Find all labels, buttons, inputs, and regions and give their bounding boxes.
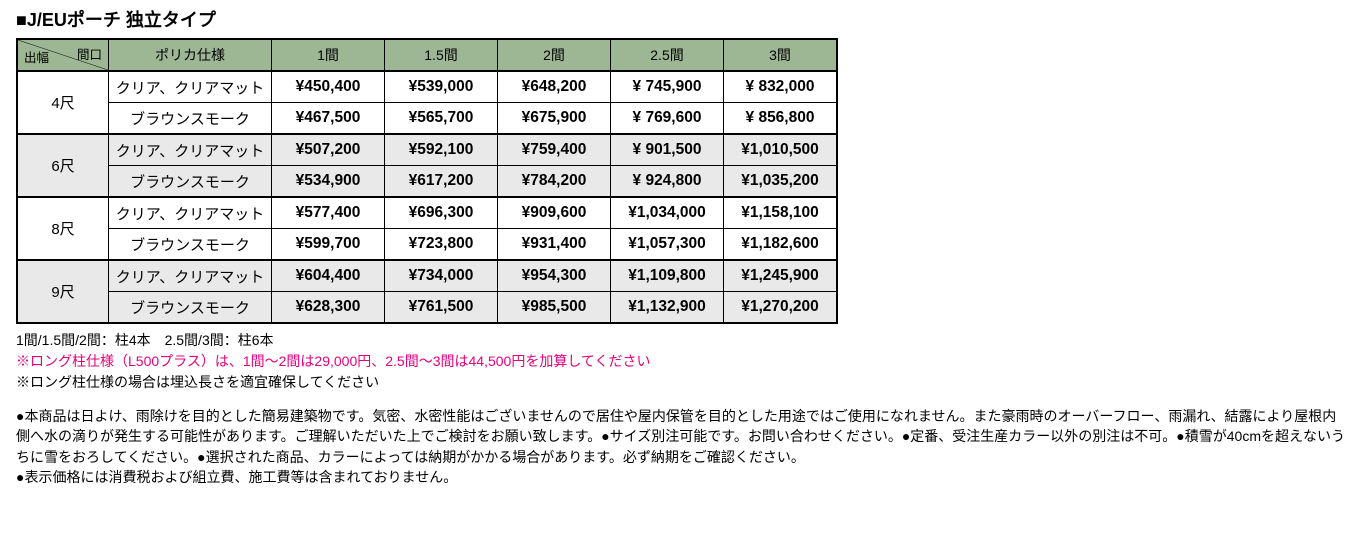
corner-cell: 間口 出幅 — [17, 39, 109, 71]
note-line: ※ロング柱仕様の場合は埋込長さを適宜確保してください — [16, 372, 1350, 392]
price-cell: ¥ 856,800 — [724, 103, 838, 135]
price-cell: ¥723,800 — [385, 229, 498, 261]
spec-label: ブラウンスモーク — [109, 166, 272, 198]
spec-label: クリア、クリアマット — [109, 260, 272, 292]
price-cell: ¥592,100 — [385, 134, 498, 166]
width-col: 2.5間 — [611, 39, 724, 71]
price-cell: ¥954,300 — [498, 260, 611, 292]
width-col: 3間 — [724, 39, 838, 71]
width-col: 2間 — [498, 39, 611, 71]
price-cell: ¥599,700 — [272, 229, 385, 261]
price-cell: ¥696,300 — [385, 197, 498, 229]
body-line: ●表示価格には消費税および組立費、施工費等は含まれておりません。 — [16, 467, 1350, 487]
spec-label: ブラウンスモーク — [109, 229, 272, 261]
price-cell: ¥534,900 — [272, 166, 385, 198]
body-line: ●本商品は日よけ、雨除けを目的とした簡易建築物です。気密、水密性能はございません… — [16, 406, 1350, 467]
price-cell: ¥604,400 — [272, 260, 385, 292]
price-cell: ¥1,245,900 — [724, 260, 838, 292]
price-cell: ¥1,010,500 — [724, 134, 838, 166]
page-title: ■J/EUポーチ 独立タイプ — [16, 6, 1350, 32]
price-cell: ¥985,500 — [498, 292, 611, 324]
price-cell: ¥759,400 — [498, 134, 611, 166]
price-cell: ¥734,000 — [385, 260, 498, 292]
price-cell: ¥1,109,800 — [611, 260, 724, 292]
price-cell: ¥1,132,900 — [611, 292, 724, 324]
price-cell: ¥467,500 — [272, 103, 385, 135]
price-cell: ¥539,000 — [385, 71, 498, 103]
spec-label: クリア、クリアマット — [109, 197, 272, 229]
depth-label: 6尺 — [17, 134, 109, 197]
price-cell: ¥909,600 — [498, 197, 611, 229]
price-cell: ¥931,400 — [498, 229, 611, 261]
depth-label: 4尺 — [17, 71, 109, 134]
price-cell: ¥1,035,200 — [724, 166, 838, 198]
price-cell: ¥1,270,200 — [724, 292, 838, 324]
price-cell: ¥ 901,500 — [611, 134, 724, 166]
price-cell: ¥ 769,600 — [611, 103, 724, 135]
depth-label: 9尺 — [17, 260, 109, 323]
body-text: ●本商品は日よけ、雨除けを目的とした簡易建築物です。気密、水密性能はございません… — [16, 406, 1350, 487]
price-table: 間口 出幅 ポリカ仕様 1間 1.5間 2間 2.5間 3間 4尺クリア、クリア… — [16, 38, 838, 324]
price-cell: ¥675,900 — [498, 103, 611, 135]
price-cell: ¥ 924,800 — [611, 166, 724, 198]
price-cell: ¥617,200 — [385, 166, 498, 198]
price-cell: ¥1,158,100 — [724, 197, 838, 229]
price-cell: ¥507,200 — [272, 134, 385, 166]
spec-label: ブラウンスモーク — [109, 103, 272, 135]
width-col: 1.5間 — [385, 39, 498, 71]
corner-bottom-label: 出幅 — [24, 47, 49, 66]
price-cell: ¥1,034,000 — [611, 197, 724, 229]
spec-label: クリア、クリアマット — [109, 134, 272, 166]
price-cell: ¥450,400 — [272, 71, 385, 103]
price-cell: ¥565,700 — [385, 103, 498, 135]
spec-label: ブラウンスモーク — [109, 292, 272, 324]
spec-label: クリア、クリアマット — [109, 71, 272, 103]
price-cell: ¥784,200 — [498, 166, 611, 198]
price-cell: ¥761,500 — [385, 292, 498, 324]
corner-top-label: 間口 — [77, 44, 102, 63]
price-cell: ¥628,300 — [272, 292, 385, 324]
note-line: ※ロング柱仕様（L500プラス）は、1間～2間は29,000円、2.5間～3間は… — [16, 351, 1350, 371]
width-col: 1間 — [272, 39, 385, 71]
price-cell: ¥1,182,600 — [724, 229, 838, 261]
price-cell: ¥1,057,300 — [611, 229, 724, 261]
depth-label: 8尺 — [17, 197, 109, 260]
spec-header: ポリカ仕様 — [109, 39, 272, 71]
price-cell: ¥ 832,000 — [724, 71, 838, 103]
notes-block: 1間/1.5間/2間：柱4本 2.5間/3間：柱6本※ロング柱仕様（L500プラ… — [16, 330, 1350, 392]
price-cell: ¥ 745,900 — [611, 71, 724, 103]
price-cell: ¥648,200 — [498, 71, 611, 103]
price-cell: ¥577,400 — [272, 197, 385, 229]
note-line: 1間/1.5間/2間：柱4本 2.5間/3間：柱6本 — [16, 330, 1350, 350]
